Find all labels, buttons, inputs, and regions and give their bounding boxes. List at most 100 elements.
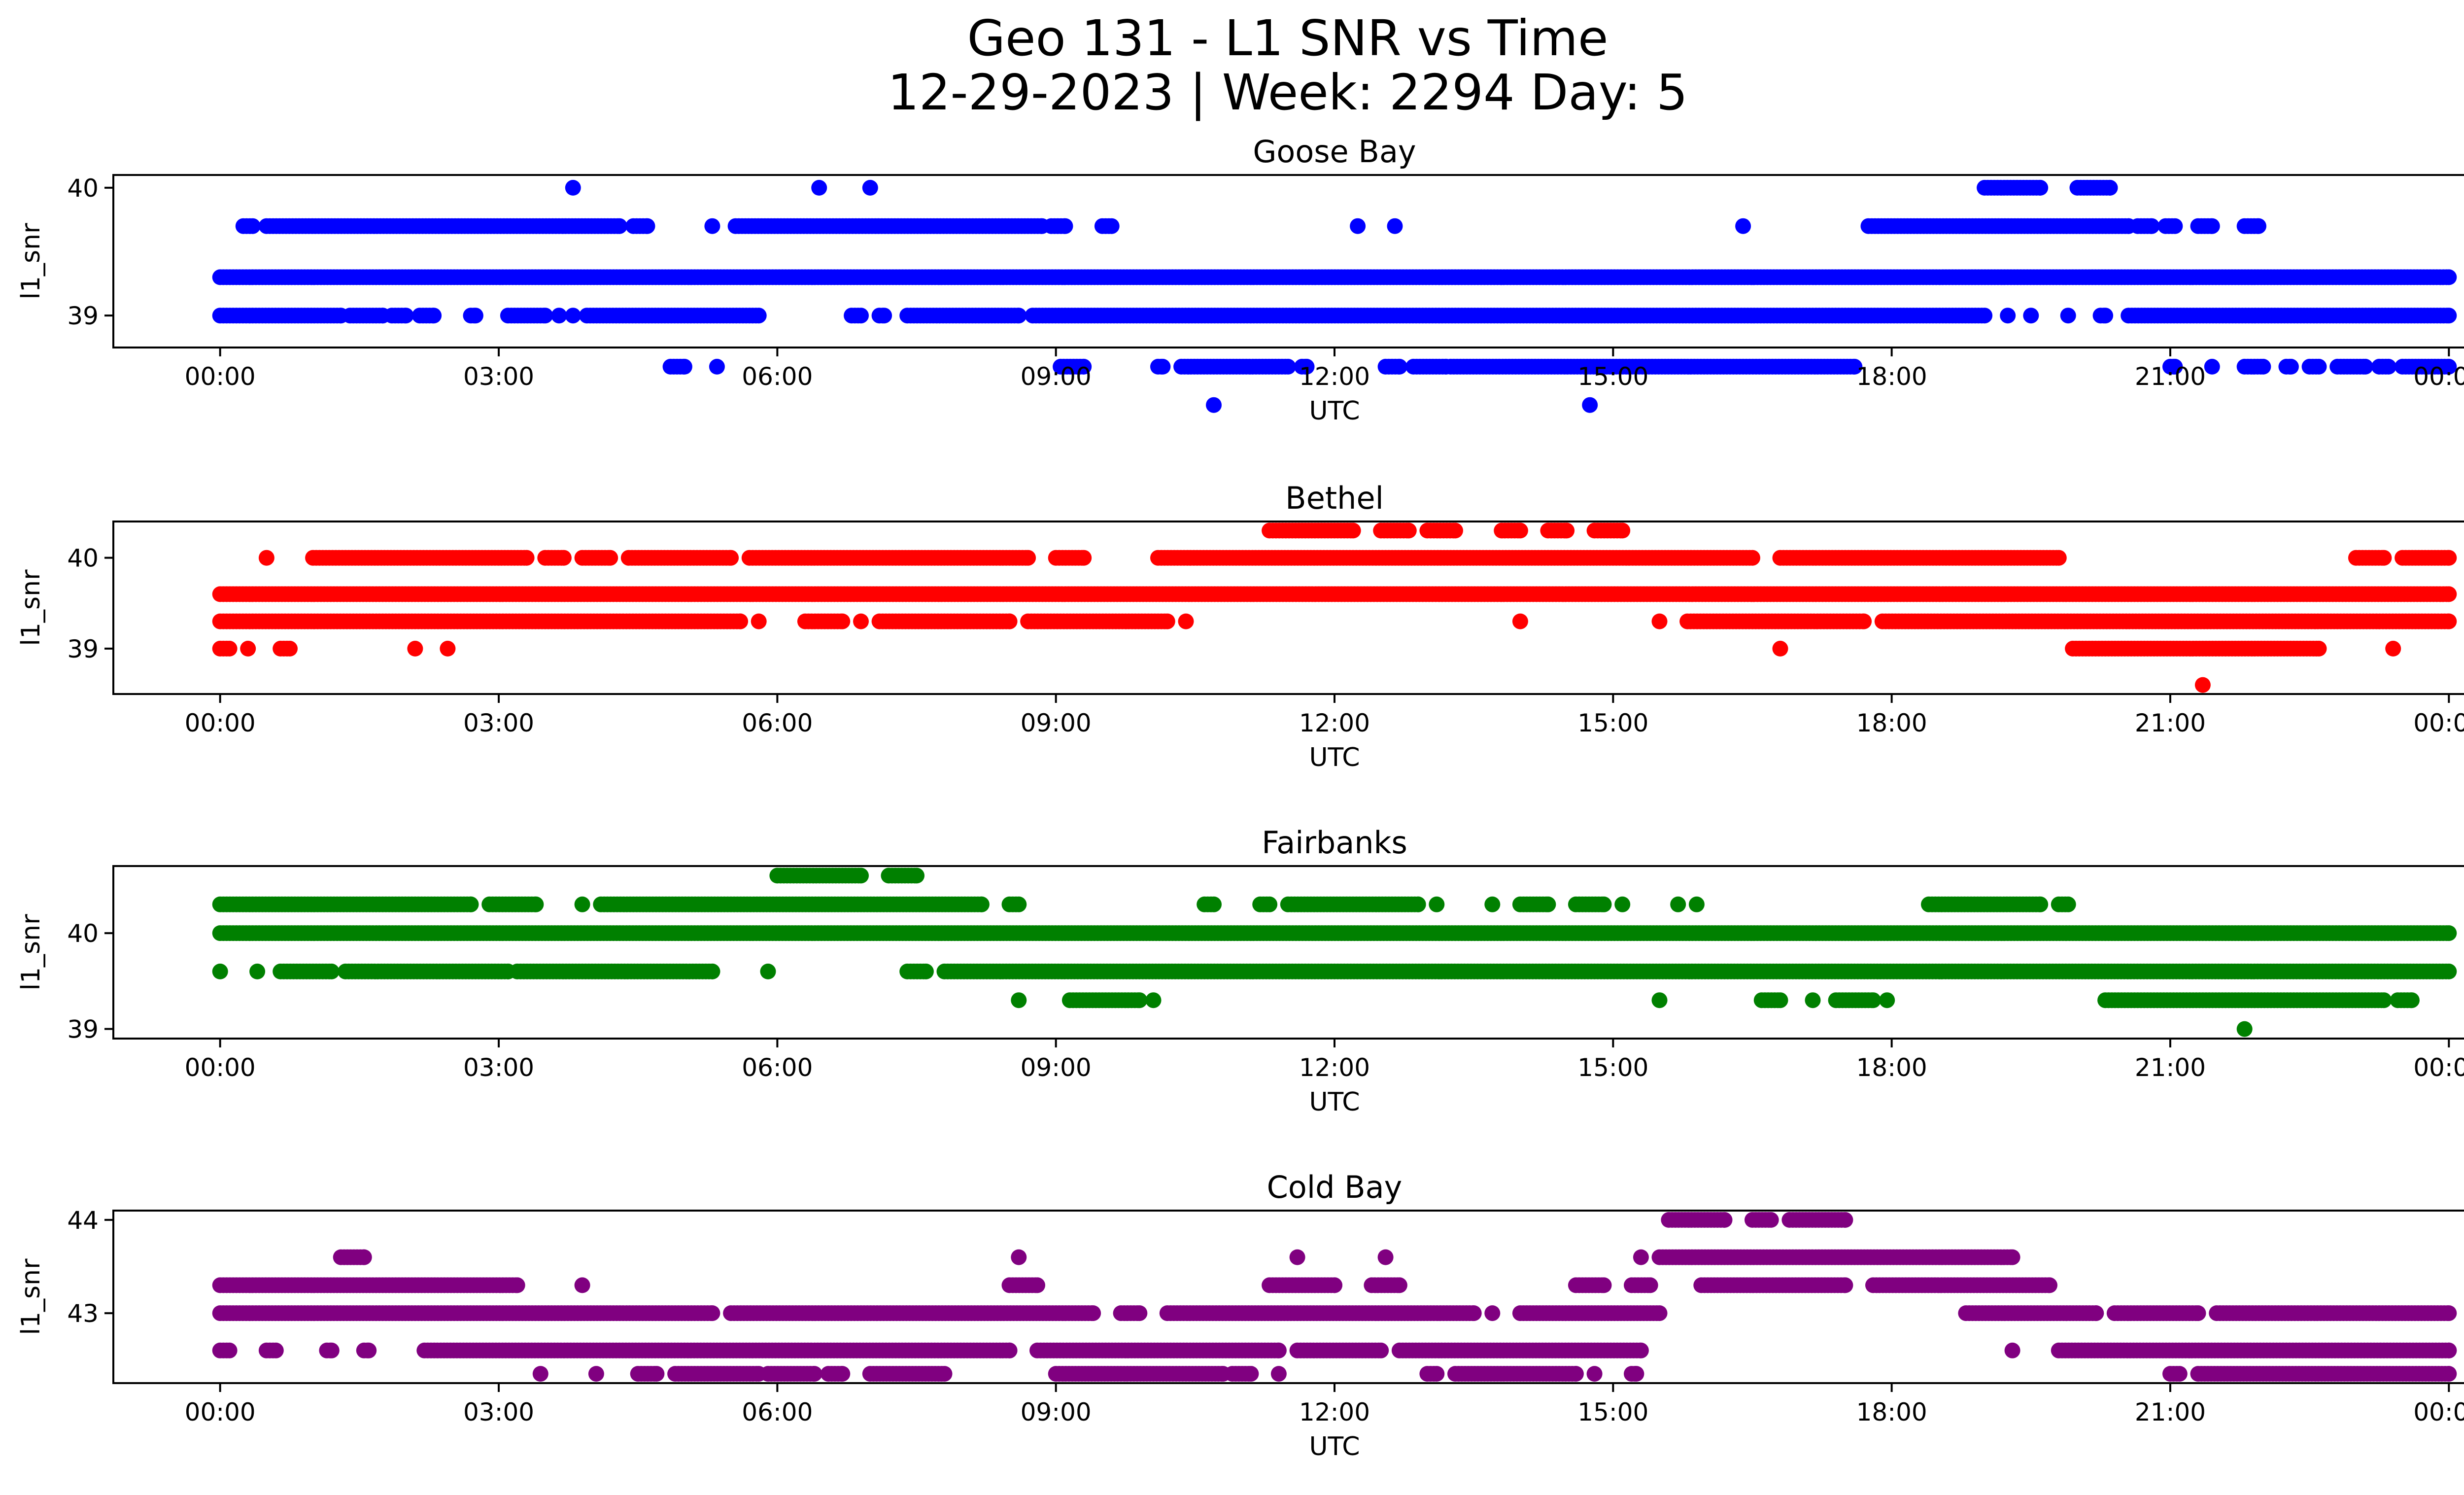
data-point xyxy=(1020,550,1036,566)
data-point xyxy=(244,218,261,234)
data-point xyxy=(853,308,869,324)
data-point xyxy=(2311,358,2327,375)
data-point xyxy=(2167,218,2183,234)
data-point xyxy=(323,963,340,979)
x-tick-label: 06:00 xyxy=(742,709,813,737)
data-point xyxy=(639,218,655,234)
data-point xyxy=(1155,358,1171,375)
x-tick-label: 12:00 xyxy=(1299,362,1370,391)
data-point xyxy=(1977,308,1993,324)
subplot-title: Fairbanks xyxy=(1262,825,1407,861)
x-tick-label: 18:00 xyxy=(1856,362,1927,391)
data-point xyxy=(909,868,924,884)
y-axis-label: l1_snr xyxy=(16,569,46,646)
data-point xyxy=(602,550,618,566)
y-tick-label: 39 xyxy=(67,635,99,663)
data-point xyxy=(1401,522,1417,539)
data-point xyxy=(2097,308,2114,324)
data-point xyxy=(2255,358,2271,375)
data-point xyxy=(1011,308,1027,324)
data-point xyxy=(467,308,483,324)
data-point xyxy=(212,963,228,979)
data-point xyxy=(2385,640,2401,657)
data-point xyxy=(565,308,581,324)
x-tick-label: 00:00 xyxy=(185,709,256,737)
data-point xyxy=(1206,896,1222,912)
data-point xyxy=(723,550,739,566)
subplot-title: Bethel xyxy=(1285,480,1384,516)
data-point xyxy=(2060,308,2076,324)
data-point xyxy=(853,868,869,884)
data-point xyxy=(973,896,990,912)
x-tick-label: 03:00 xyxy=(463,709,534,737)
data-point xyxy=(811,179,827,196)
data-point xyxy=(2204,358,2220,375)
y-tick-label: 39 xyxy=(67,302,99,330)
data-point xyxy=(282,640,298,657)
x-tick-label: 09:00 xyxy=(1021,709,1092,737)
x-tick-label: 03:00 xyxy=(463,362,534,391)
x-tick-label: 00:00 xyxy=(2413,709,2464,737)
data-point xyxy=(2441,925,2457,941)
data-point xyxy=(2204,218,2220,234)
x-tick-label: 00:00 xyxy=(2413,362,2464,391)
data-point xyxy=(426,308,442,324)
data-point xyxy=(2194,677,2211,693)
data-point xyxy=(1512,613,1528,629)
x-tick-label: 09:00 xyxy=(1021,362,1092,391)
plot-frame xyxy=(112,521,2464,695)
data-point xyxy=(1856,613,1872,629)
data-series xyxy=(212,522,2457,693)
x-axis-label: UTC xyxy=(1309,396,1360,426)
y-axis-label: l1_snr xyxy=(16,223,46,300)
data-point xyxy=(1206,397,1222,413)
data-point xyxy=(1387,218,1403,234)
data-point xyxy=(407,640,423,657)
data-point xyxy=(249,963,266,979)
subplot-title: Goose Bay xyxy=(1253,134,1416,170)
figure-title: Geo 131 - L1 SNR vs Time xyxy=(967,9,1608,67)
y-tick-label: 40 xyxy=(67,544,99,573)
data-point xyxy=(2380,358,2396,375)
data-point xyxy=(1280,358,1296,375)
data-point xyxy=(1345,522,1361,539)
y-tick-label: 40 xyxy=(67,174,99,203)
x-tick-label: 15:00 xyxy=(1577,362,1648,391)
data-point xyxy=(1057,218,1073,234)
data-point xyxy=(1651,613,1668,629)
x-tick-label: 18:00 xyxy=(1856,709,1927,737)
figure-subtitle: 12-29-2023 | Week: 2294 Day: 5 xyxy=(888,64,1688,121)
data-point xyxy=(1299,358,1315,375)
data-point xyxy=(240,640,256,657)
data-point xyxy=(221,640,238,657)
data-point xyxy=(1391,358,1407,375)
data-point xyxy=(2283,358,2299,375)
data-point xyxy=(1484,896,1501,912)
data-point xyxy=(1410,896,1426,912)
data-point xyxy=(2167,358,2183,375)
data-point xyxy=(1011,896,1027,912)
data-point xyxy=(1429,896,1445,912)
data-series xyxy=(212,179,2457,413)
data-point xyxy=(704,963,720,979)
data-point xyxy=(732,613,748,629)
data-point xyxy=(1772,640,1788,657)
data-point xyxy=(751,613,767,629)
data-point xyxy=(518,550,535,566)
data-point xyxy=(2251,218,2266,234)
data-point xyxy=(1350,218,1366,234)
data-point xyxy=(537,308,553,324)
data-point xyxy=(2032,179,2049,196)
data-point xyxy=(834,613,851,629)
data-point xyxy=(1262,896,1278,912)
data-point xyxy=(2023,308,2039,324)
data-point xyxy=(1735,218,1751,234)
data-point xyxy=(1103,218,1120,234)
data-point xyxy=(1614,896,1631,912)
data-point xyxy=(2441,358,2457,375)
data-point xyxy=(2051,550,2067,566)
data-point xyxy=(2441,308,2457,324)
x-tick-label: 21:00 xyxy=(2135,362,2206,391)
x-tick-label: 21:00 xyxy=(2135,709,2206,737)
